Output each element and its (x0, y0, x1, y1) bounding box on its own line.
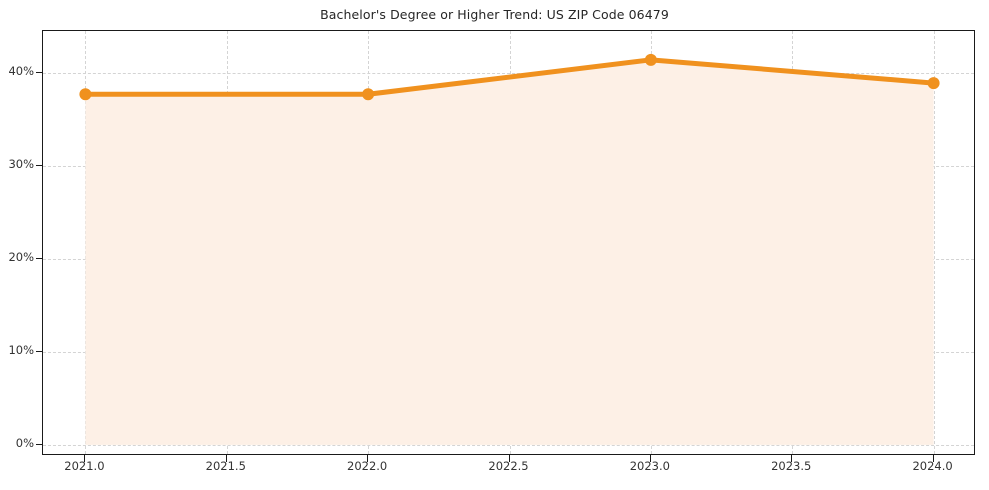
data-point-marker[interactable] (927, 77, 940, 90)
gridline-horizontal (43, 72, 974, 74)
y-axis-tick-label: 0% (15, 435, 34, 450)
x-axis-tick-mark (649, 455, 651, 462)
gridline-horizontal (43, 444, 974, 446)
x-axis-tick-label: 2023.0 (629, 459, 670, 473)
x-axis-tick-label: 2023.5 (771, 459, 812, 473)
chart-title: Bachelor's Degree or Higher Trend: US ZI… (320, 7, 669, 22)
x-axis-tick-mark (791, 455, 793, 462)
gridline-vertical (933, 31, 935, 454)
data-point-marker[interactable] (644, 53, 657, 66)
y-axis-tick-mark (35, 71, 42, 73)
series-line (85, 57, 934, 97)
x-axis-tick-label: 2021.0 (64, 459, 105, 473)
y-axis-tick-mark (35, 443, 42, 445)
y-axis-tick-mark (35, 257, 42, 259)
x-axis-tick-mark (508, 455, 510, 462)
y-axis-tick-label: 30% (8, 156, 34, 171)
x-axis-tick-label: 2024.0 (912, 459, 953, 473)
y-axis-tick-mark (35, 164, 42, 166)
y-axis-tick-labels: 0% 10% 20% 30% 40% (0, 0, 34, 490)
series-area-fill (85, 59, 934, 445)
x-axis-tick-mark (367, 455, 369, 462)
x-axis-tick-mark (225, 455, 227, 462)
series-layer (79, 53, 940, 445)
x-axis-tick-label: 2022.5 (488, 459, 529, 473)
y-axis-tick-label: 20% (8, 249, 34, 264)
x-axis-tick-label: 2022.0 (347, 459, 388, 473)
y-axis-tick-mark (35, 350, 42, 352)
y-axis-tick-label: 40% (8, 63, 34, 78)
x-axis-tick-mark (84, 455, 86, 462)
plot-area (42, 30, 975, 455)
x-axis-tick-label: 2021.5 (205, 459, 246, 473)
x-axis-tick-mark (932, 455, 934, 462)
data-point-marker[interactable] (79, 88, 92, 101)
data-point-marker[interactable] (362, 88, 375, 101)
y-axis-tick-label: 10% (8, 342, 34, 357)
